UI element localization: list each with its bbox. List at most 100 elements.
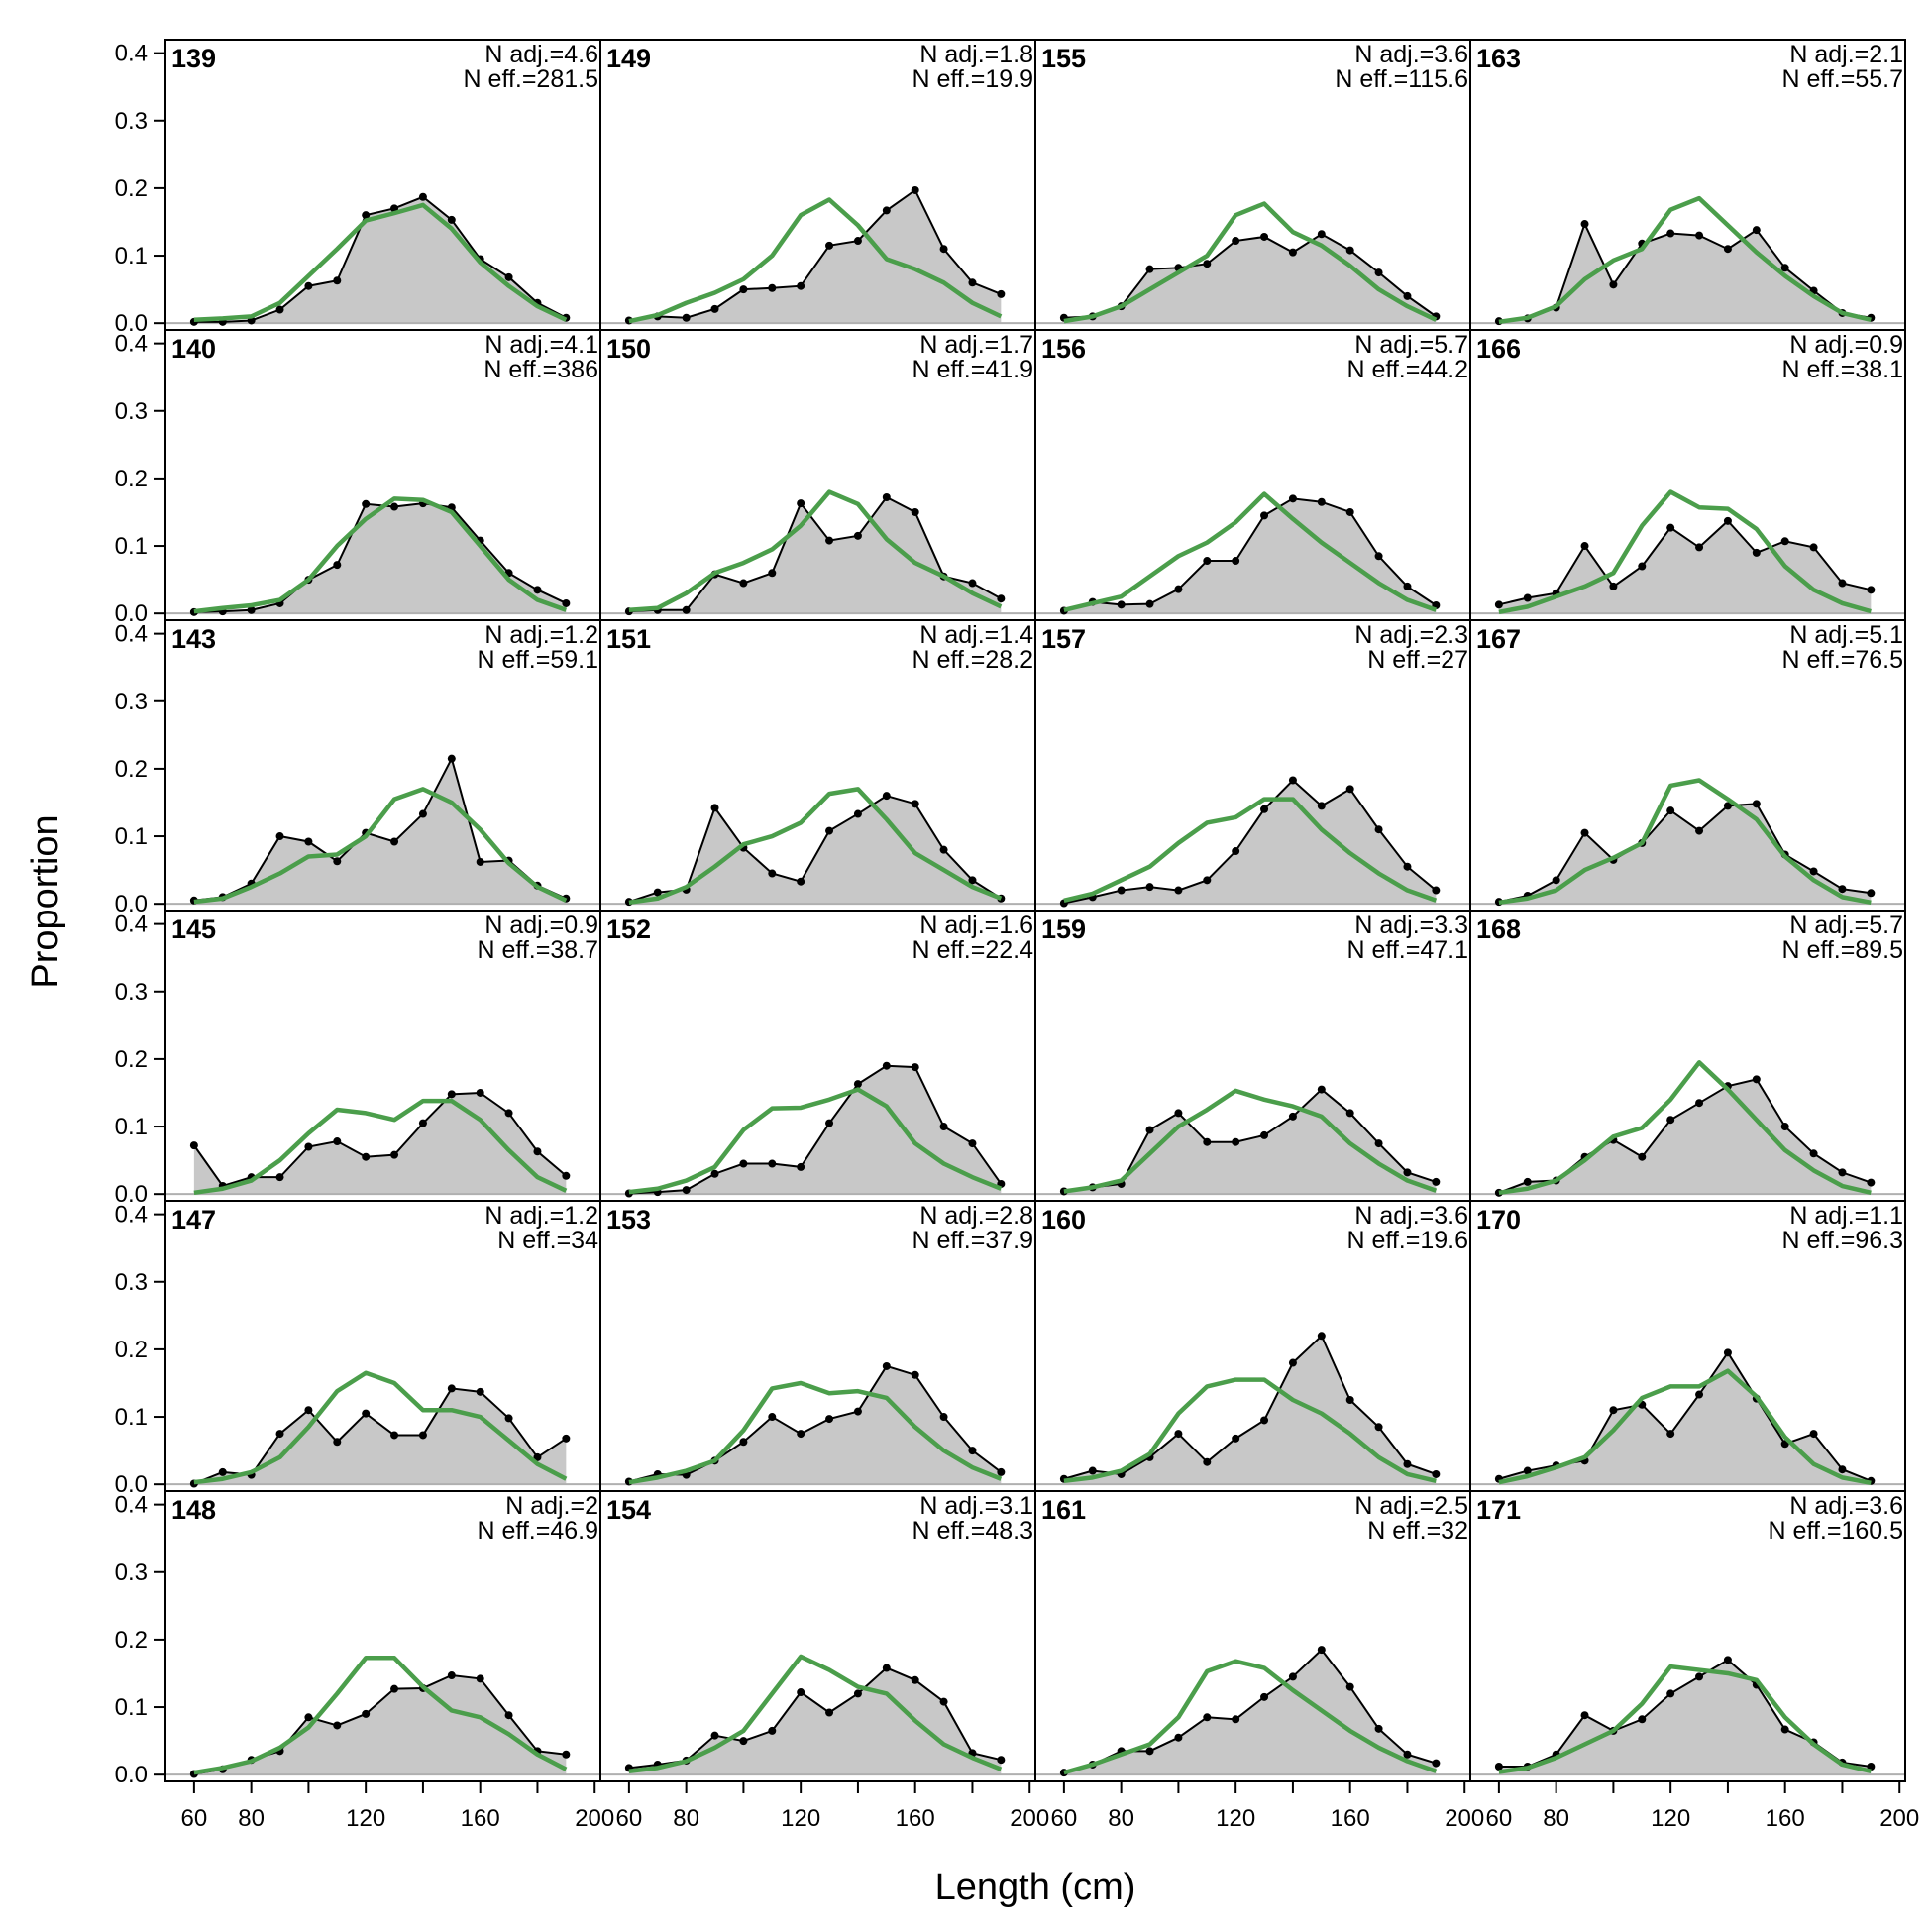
observed-point xyxy=(333,276,342,285)
observed-point xyxy=(682,1186,691,1195)
observed-point xyxy=(1780,537,1789,546)
observed-point xyxy=(911,1675,919,1684)
observed-point xyxy=(1838,579,1847,588)
observed-point xyxy=(1345,246,1354,255)
n-eff-label: N eff.=41.9 xyxy=(912,356,1033,383)
observed-point xyxy=(1232,1715,1240,1724)
observed-point xyxy=(1666,1116,1675,1125)
observed-point xyxy=(911,1370,919,1379)
observed-point xyxy=(768,1413,777,1422)
observed-point xyxy=(1752,800,1761,808)
observed-point xyxy=(1174,886,1183,895)
panel-label: 139 xyxy=(171,44,216,73)
observed-point xyxy=(1232,847,1240,856)
x-tick-label: 200 xyxy=(1010,1805,1049,1832)
panel-label: 155 xyxy=(1041,44,1086,73)
observed-point xyxy=(710,304,719,313)
n-adj-label: N adj.=5.1 xyxy=(1789,621,1903,649)
x-tick-label: 60 xyxy=(616,1805,643,1832)
observed-point xyxy=(390,1684,399,1693)
n-eff-label: N eff.=19.6 xyxy=(1346,1227,1468,1254)
observed-point xyxy=(1345,785,1354,794)
n-adj-label: N adj.=5.7 xyxy=(1354,331,1468,359)
observed-point xyxy=(533,586,542,594)
panel-label: 152 xyxy=(606,914,651,944)
x-tick-label: 120 xyxy=(1216,1805,1255,1832)
expected-line xyxy=(1498,1368,1872,1486)
panel-plot-area xyxy=(600,787,1035,907)
panel-150: 150 N adj.=1.7N eff.=41.9 xyxy=(599,329,1036,621)
observed-point xyxy=(1117,886,1126,895)
panel-plot-area xyxy=(1035,1332,1470,1486)
observed-point xyxy=(1780,264,1789,272)
observed-point xyxy=(768,283,777,292)
observed-point xyxy=(1260,232,1269,241)
panel-label: 163 xyxy=(1476,44,1521,73)
observed-point xyxy=(1695,1390,1704,1399)
panel-154: 154 N adj.=3.1N eff.=48.3 xyxy=(599,1490,1036,1782)
y-tick-label: 0.4 xyxy=(115,41,148,67)
panel-plot-area xyxy=(165,192,600,326)
observed-point xyxy=(1609,280,1618,289)
observed-point xyxy=(1174,1430,1183,1439)
observed-point xyxy=(1723,245,1732,254)
observed-point xyxy=(968,1139,977,1148)
observed-point xyxy=(1638,562,1647,571)
n-eff-label: N eff.=38.7 xyxy=(477,936,598,964)
observed-point xyxy=(1723,516,1732,525)
x-tick-label: 80 xyxy=(1108,1805,1134,1832)
observed-point xyxy=(1580,220,1589,229)
observed-point xyxy=(1345,507,1354,516)
observed-point xyxy=(1145,599,1154,608)
observed-point xyxy=(362,1409,371,1418)
y-tick-label: 0.0 xyxy=(115,891,148,917)
observed-point xyxy=(939,845,948,854)
panel-140: 140 N adj.=4.1N eff.=386 xyxy=(164,329,601,621)
observed-point xyxy=(797,1430,805,1439)
n-adj-label: N adj.=3.6 xyxy=(1354,1202,1468,1230)
panel-139: 139 N adj.=4.6N eff.=281.5 xyxy=(164,39,601,331)
observed-point xyxy=(1374,552,1383,561)
panel-plot-area xyxy=(600,185,1035,325)
expected-line xyxy=(193,1098,568,1196)
n-adj-label: N adj.=0.9 xyxy=(484,912,598,939)
expected-line xyxy=(1063,797,1438,903)
observed-point xyxy=(1638,1715,1647,1724)
observed-point xyxy=(1232,1434,1240,1443)
observed-point xyxy=(1523,1177,1532,1186)
n-adj-label: N adj.=1.1 xyxy=(1789,1202,1903,1230)
n-eff-label: N eff.=281.5 xyxy=(464,65,598,93)
observed-area xyxy=(193,1092,567,1195)
observed-point xyxy=(911,1063,919,1072)
observed-point xyxy=(362,211,371,220)
panel-152: 152 N adj.=1.6N eff.=22.4 xyxy=(599,910,1036,1202)
y-tick-label: 0.1 xyxy=(115,823,148,850)
panel-plot-area xyxy=(1035,1085,1470,1196)
observed-line xyxy=(1063,779,1437,905)
observed-point xyxy=(390,1431,399,1440)
observed-point xyxy=(562,1434,571,1443)
observed-point xyxy=(1260,1692,1269,1701)
n-eff-label: N eff.=46.9 xyxy=(477,1517,598,1545)
observed-point xyxy=(739,1438,748,1447)
observed-point xyxy=(1867,586,1876,594)
observed-area xyxy=(1063,1336,1437,1485)
observed-point xyxy=(1809,1430,1818,1439)
observed-area xyxy=(1498,1660,1872,1775)
observed-point xyxy=(853,531,862,540)
observed-point xyxy=(882,1361,891,1370)
panel-label: 150 xyxy=(606,334,651,364)
observed-point xyxy=(911,185,919,194)
observed-point xyxy=(1403,1750,1412,1759)
observed-point xyxy=(1432,886,1441,895)
observed-point xyxy=(333,857,342,866)
y-tick-label: 0.3 xyxy=(115,108,148,135)
observed-area xyxy=(193,1675,567,1775)
n-eff-label: N eff.=96.3 xyxy=(1781,1227,1903,1254)
observed-point xyxy=(768,569,777,578)
x-tick-label: 160 xyxy=(896,1805,935,1832)
panel-label: 161 xyxy=(1041,1495,1086,1525)
observed-point xyxy=(1288,1358,1297,1367)
x-tick-label: 200 xyxy=(1445,1805,1484,1832)
